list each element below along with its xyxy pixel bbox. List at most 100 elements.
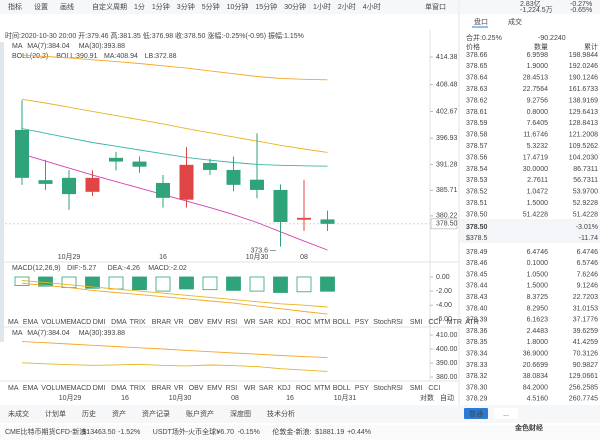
indicator-tab[interactable]: EMV (207, 319, 223, 326)
indicator-tab[interactable]: PSY (355, 319, 369, 326)
book-amount: 9.2756 (527, 97, 549, 104)
book-amount: 11.6746 (523, 132, 548, 139)
period-tab[interactable]: 15分钟 (255, 2, 277, 11)
bottom-tab[interactable]: 未成交 (8, 409, 29, 418)
indicator-tab[interactable]: WR (244, 385, 256, 392)
book-amount: 36.9000 (523, 351, 548, 358)
stat: -1,224.5万 (520, 6, 553, 14)
stat: 2.83亿 (520, 0, 541, 8)
book-button[interactable]: 普通 (469, 409, 483, 418)
period-tab[interactable]: 4小时 (363, 2, 381, 11)
book-total: 41.4259 (573, 339, 598, 346)
period-tab[interactable]: 3分钟 (177, 2, 195, 11)
indicator-tab[interactable]: SAR (259, 319, 273, 326)
indicator-tab[interactable]: EMV (207, 385, 223, 392)
indicator-tab[interactable]: RSI (226, 319, 238, 326)
indicator-tab[interactable]: BRAR (152, 385, 171, 392)
indicator-tab[interactable]: KDJ (277, 385, 290, 392)
indicator-tab[interactable]: StochRSI (373, 385, 403, 392)
ticker-name: 伦敦金-新浪: (272, 427, 311, 436)
book-price: 378.34 (466, 351, 488, 358)
period-tab[interactable]: 1分 (134, 2, 145, 11)
indicator-tab[interactable]: SMI (410, 385, 423, 392)
period-tab[interactable]: 自定义周期 (92, 2, 127, 11)
last-price-bg (460, 219, 600, 243)
indicator-tab[interactable]: PSY (355, 385, 369, 392)
indicator-tab[interactable]: VOLUME (41, 385, 71, 392)
book-price: 378.33 (466, 362, 488, 369)
indicator-line (21, 54, 328, 81)
indicator-tab[interactable]: SAR (259, 385, 273, 392)
indicator-tab[interactable]: StochRSI (373, 319, 403, 326)
book-tab[interactable]: 盘口 (474, 17, 488, 26)
window-mode[interactable]: 单窗口 (425, 2, 446, 11)
bottom-tab[interactable]: 深度图 (230, 409, 251, 418)
period-tab[interactable]: 5分钟 (202, 2, 220, 11)
book-amount: 4.5160 (527, 396, 549, 403)
indicator-tab[interactable]: CCI (428, 319, 440, 326)
indicator-tab[interactable]: EMA (23, 385, 39, 392)
indicator-tab[interactable]: BOLL (333, 385, 351, 392)
indicator-tab[interactable]: MACD (71, 385, 92, 392)
indicator-tab[interactable]: VOLUME (41, 319, 71, 326)
indicator-tab[interactable]: WR (244, 319, 256, 326)
toolbar-tool[interactable]: 指标 (8, 2, 22, 11)
indicator-tab[interactable]: TRIX (130, 385, 146, 392)
book-total: 53.9700 (573, 189, 598, 196)
period-tab[interactable]: 1小时 (313, 2, 331, 11)
candle-body (132, 161, 147, 167)
indicator-tab[interactable]: DMI (93, 385, 106, 392)
bottom-tab[interactable]: 历史 (82, 409, 96, 418)
indicator-tab[interactable]: MTR (447, 319, 462, 326)
bottom-tab[interactable]: 计划单 (45, 409, 66, 418)
period-tab[interactable]: 30分钟 (284, 2, 306, 11)
toolbar-tool[interactable]: 设置 (34, 2, 48, 11)
scale-mode[interactable]: 对数 (420, 393, 434, 402)
indicator-tab[interactable]: OBV (189, 319, 204, 326)
legend-item: BOLL:390.91 (56, 53, 97, 60)
indicator-tab[interactable]: TRIX (130, 319, 146, 326)
indicator-tab[interactable]: OBV (189, 385, 204, 392)
indicator-tab[interactable]: DMA (111, 385, 127, 392)
indicator-tab[interactable]: KDJ (277, 319, 290, 326)
indicator-tab[interactable]: ATR (465, 319, 478, 326)
book-price: 378.63 (466, 86, 488, 93)
book-tab[interactable]: 成交 (508, 17, 522, 26)
indicator-tab[interactable]: BRAR (152, 319, 171, 326)
legend-item: MA (12, 330, 23, 337)
scale-mode[interactable]: 自动 (440, 393, 454, 402)
indicator-tab[interactable]: VR (174, 385, 184, 392)
book-price: 378.52 (466, 189, 488, 196)
bottom-tab[interactable]: 技术分析 (267, 409, 295, 418)
period-tab[interactable]: 2小时 (338, 2, 356, 11)
book-header: 数量 (534, 42, 548, 51)
macd-bar (249, 276, 265, 292)
indicator-tab[interactable]: CCI (428, 385, 440, 392)
indicator-tab[interactable]: MA (8, 319, 19, 326)
time-axis-label: 16 (121, 395, 129, 402)
indicator-tab[interactable]: SMI (410, 319, 423, 326)
book-total: 129.6413 (569, 109, 598, 116)
indicator-tab[interactable]: BOLL (333, 319, 351, 326)
bottom-tab[interactable]: 账户资产 (186, 409, 214, 418)
indicator-tab[interactable]: DMI (93, 319, 106, 326)
period-tab[interactable]: 1分钟 (152, 2, 170, 11)
indicator-tab[interactable]: DMA (111, 319, 127, 326)
indicator-tab[interactable]: EMA (23, 319, 39, 326)
bottom-tab[interactable]: 资产记录 (142, 409, 170, 418)
indicator-tab[interactable]: ROC (296, 319, 312, 326)
toolbar-tool[interactable]: 画线 (60, 2, 74, 11)
indicator-tab[interactable]: RSI (226, 385, 238, 392)
indicator-tab[interactable]: MTM (314, 385, 330, 392)
macd-bar (296, 276, 312, 293)
bottom-tab[interactable]: 资产 (112, 409, 126, 418)
indicator-tab[interactable]: VR (174, 319, 184, 326)
y-tick-label: 380.00 (436, 374, 458, 381)
indicator-tab[interactable]: MTM (314, 319, 330, 326)
indicator-tab[interactable]: MA (8, 385, 19, 392)
period-tab[interactable]: 10分钟 (227, 2, 249, 11)
book-amount: 6.4746 (527, 249, 549, 256)
indicator-tab[interactable]: MACD (71, 319, 92, 326)
book-button[interactable]: ... (503, 411, 509, 418)
indicator-tab[interactable]: ROC (296, 385, 312, 392)
